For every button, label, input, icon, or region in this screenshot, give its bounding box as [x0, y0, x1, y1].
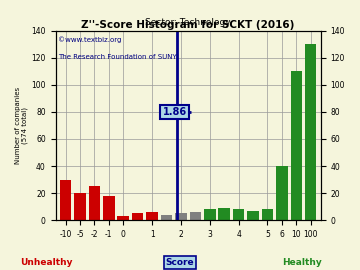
Text: Score: Score — [166, 258, 194, 267]
Bar — [161, 215, 172, 220]
Bar — [262, 209, 273, 220]
Bar — [219, 208, 230, 220]
Bar — [276, 166, 288, 220]
Bar — [291, 71, 302, 220]
Bar — [74, 193, 86, 220]
Bar — [117, 216, 129, 220]
Bar — [175, 213, 187, 220]
Bar — [146, 212, 158, 220]
Title: Z''-Score Histogram for SCKT (2016): Z''-Score Histogram for SCKT (2016) — [81, 20, 295, 30]
Bar — [233, 209, 244, 220]
Bar — [60, 180, 71, 220]
Text: Healthy: Healthy — [283, 258, 322, 267]
Text: ©www.textbiz.org: ©www.textbiz.org — [58, 36, 122, 43]
Bar — [247, 211, 259, 220]
Text: The Research Foundation of SUNY: The Research Foundation of SUNY — [58, 53, 177, 60]
Bar — [132, 213, 143, 220]
Text: Unhealthy: Unhealthy — [21, 258, 73, 267]
Y-axis label: Number of companies
(574 total): Number of companies (574 total) — [15, 87, 28, 164]
Bar — [305, 44, 316, 220]
Bar — [89, 186, 100, 220]
Bar — [204, 209, 216, 220]
Text: 1.86: 1.86 — [163, 107, 187, 117]
Bar — [103, 196, 114, 220]
Text: Sector: Technology: Sector: Technology — [145, 18, 231, 27]
Bar — [190, 212, 201, 220]
